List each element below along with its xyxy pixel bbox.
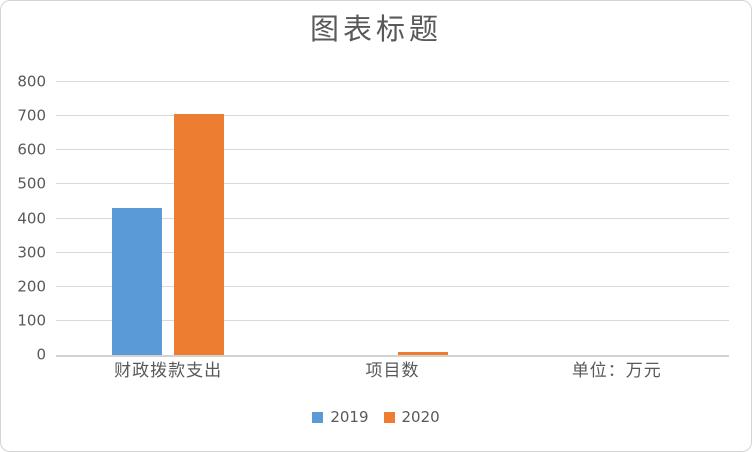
x-axis-line [56,355,729,357]
gridline [56,285,729,287]
chart-title: 图表标题 [309,12,442,46]
y-axis-tick-label: 100 [17,311,46,330]
y-axis-tick-label: 800 [17,72,46,91]
legend-label: 2020 [401,408,440,426]
category-group [280,82,504,355]
category-group [56,82,280,355]
x-axis-category-label: 单位：万元 [571,361,662,381]
gridline [56,81,729,82]
x-axis-category-label: 项目数 [365,361,420,381]
y-axis-labels: 0 100 200 300 400 500 600 700 800 [1,74,46,362]
legend-item: 2019 [312,408,369,426]
gridline [56,319,729,321]
legend-item: 2020 [383,408,440,426]
y-axis-tick-label: 300 [17,243,46,262]
gridline [56,183,729,185]
y-axis-tick-label: 600 [17,140,46,159]
x-axis-labels: 财政拨款支出 项目数 单位：万元 [56,361,729,381]
y-axis-tick-label: 0 [36,345,46,364]
bar-2020 [174,113,225,355]
x-axis-category-label: 财政拨款支出 [114,361,223,381]
bar-2019 [112,208,163,355]
gridline [56,217,729,219]
legend-swatch [383,411,395,423]
legend: 2019 2020 [1,408,751,426]
category-group [505,82,729,355]
legend-swatch [312,411,324,423]
gridline [56,149,729,151]
bars-container [56,82,729,355]
legend-label: 2019 [330,408,369,426]
bar-2020 [398,352,449,355]
plot-area [56,81,729,357]
y-axis-tick-label: 700 [17,106,46,125]
y-axis-tick-label: 500 [17,174,46,193]
y-axis-tick-label: 200 [17,277,46,296]
gridline [56,251,729,253]
gridline [56,115,729,117]
y-axis-tick-label: 400 [17,209,46,227]
